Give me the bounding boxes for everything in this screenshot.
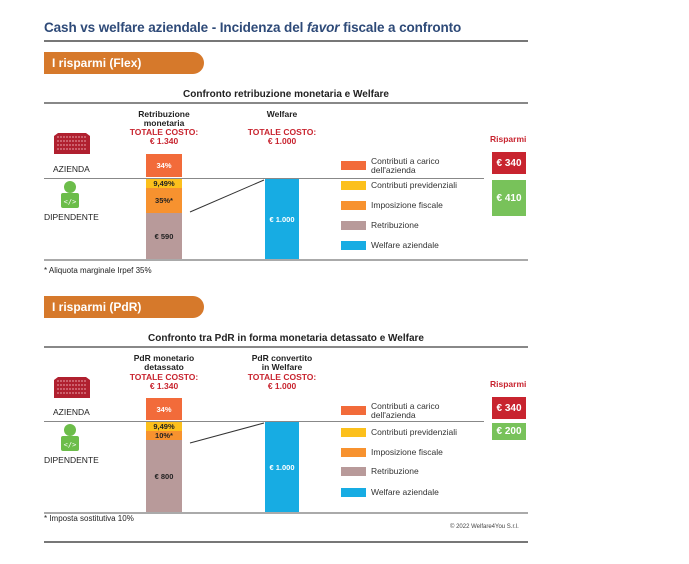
legend-label: Welfare aziendale: [371, 487, 439, 497]
total-cost: TOTALE COSTO: € 1.000: [247, 372, 317, 391]
legend-label: Retribuzione: [371, 466, 419, 476]
total-cost: TOTALE COSTO: € 1.000: [247, 127, 317, 146]
azienda-label: AZIENDA: [53, 407, 90, 417]
legend-swatch-contributi_azienda: [341, 406, 366, 415]
company-employee-divider: [44, 178, 484, 179]
azienda-label: AZIENDA: [53, 164, 90, 174]
employee-icon: </>: [59, 424, 81, 452]
legend-swatch-contributi_azienda: [341, 161, 366, 170]
title-text-1: Cash vs welfare aziendale - Incidenza de…: [44, 20, 307, 35]
bar-segment-contributi_azienda: 34%: [146, 154, 182, 177]
bar-segment-contributi_azienda: 34%: [146, 398, 182, 420]
comparison-arrow: [188, 421, 268, 461]
legend-swatch-welfare_aziendale: [341, 488, 366, 497]
title-text-2: fiscale a confronto: [339, 20, 462, 35]
svg-text:</>: </>: [64, 441, 77, 449]
legend-label: Contributi previdenziali: [371, 180, 457, 190]
column-header: Welfare: [266, 109, 298, 119]
svg-text:</>: </>: [64, 198, 77, 206]
footnote: * Aliquota marginale Irpef 35%: [44, 266, 152, 275]
legend-label: Retribuzione: [371, 220, 419, 230]
chart-bottom-divider: [44, 259, 528, 261]
legend-label: Contributi a carico dell'azienda: [371, 401, 440, 420]
comparison-arrow: [188, 178, 268, 218]
dipendente-label: DIPENDENTE: [44, 455, 99, 465]
company-employee-divider: [44, 421, 484, 422]
bottom-divider: [44, 541, 528, 543]
legend-swatch-retribuzione: [341, 467, 366, 476]
legend-swatch-contributi_previdenziali: [341, 181, 366, 190]
column-header: PdR convertito in Welfare: [251, 353, 313, 372]
legend-label: Contributi a carico dell'azienda: [371, 156, 440, 175]
legend-swatch-welfare_aziendale: [341, 241, 366, 250]
section-header: I risparmi (PdR): [44, 296, 204, 318]
column-header: Retribuzione monetaria: [138, 109, 190, 128]
title-divider: [44, 40, 528, 42]
section-header: I risparmi (Flex): [44, 52, 204, 74]
chart-title: Confronto retribuzione monetaria e Welfa…: [183, 89, 389, 100]
legend-label: Imposizione fiscale: [371, 200, 443, 210]
legend-swatch-contributi_previdenziali: [341, 428, 366, 437]
dipendente-label: DIPENDENTE: [44, 212, 99, 222]
legend-swatch-imposizione_fiscale: [341, 448, 366, 457]
employee-icon: </>: [59, 181, 81, 209]
total-cost: TOTALE COSTO: € 1.340: [129, 372, 199, 391]
bar-segment-welfare: € 1.000: [265, 422, 299, 512]
column-header: PdR monetario detassato: [133, 353, 195, 372]
company-savings: € 340: [492, 397, 526, 419]
chart-bottom-divider: [44, 512, 528, 514]
employee-savings: € 410: [492, 180, 526, 216]
legend-swatch-retribuzione: [341, 221, 366, 230]
chart-title-divider: [44, 346, 528, 348]
building-icon: [52, 132, 92, 154]
chart-title: Confronto tra PdR in forma monetaria det…: [148, 333, 424, 344]
savings-header: Risparmi: [490, 379, 527, 389]
bar-segment-retribuzione: € 590: [146, 213, 182, 259]
bar-segment-welfare: € 1.000: [265, 179, 299, 259]
title-text-italic: favor: [306, 20, 340, 35]
chart-title-divider: [44, 102, 528, 104]
legend-label: Contributi previdenziali: [371, 427, 457, 437]
copyright: © 2022 Welfare4You S.r.l.: [450, 524, 519, 530]
legend-label: Imposizione fiscale: [371, 447, 443, 457]
bar-segment-imposizione_fiscale: 35%*: [146, 188, 182, 213]
employee-savings: € 200: [492, 423, 526, 440]
footnote: * Imposta sostitutiva 10%: [44, 514, 134, 523]
bar-segment-retribuzione: € 800: [146, 440, 182, 512]
legend-label: Welfare aziendale: [371, 240, 439, 250]
company-savings: € 340: [492, 152, 526, 174]
building-icon: [52, 376, 92, 398]
bar-segment-imposizione_fiscale: 10%*: [146, 431, 182, 440]
legend-swatch-imposizione_fiscale: [341, 201, 366, 210]
savings-header: Risparmi: [490, 134, 527, 144]
page-title: Cash vs welfare aziendale - Incidenza de…: [44, 20, 461, 35]
total-cost: TOTALE COSTO: € 1.340: [129, 127, 199, 146]
bar-segment-contributi_previdenziali: 9,49%: [146, 179, 182, 188]
bar-segment-contributi_previdenziali: 9,49%: [146, 422, 182, 431]
